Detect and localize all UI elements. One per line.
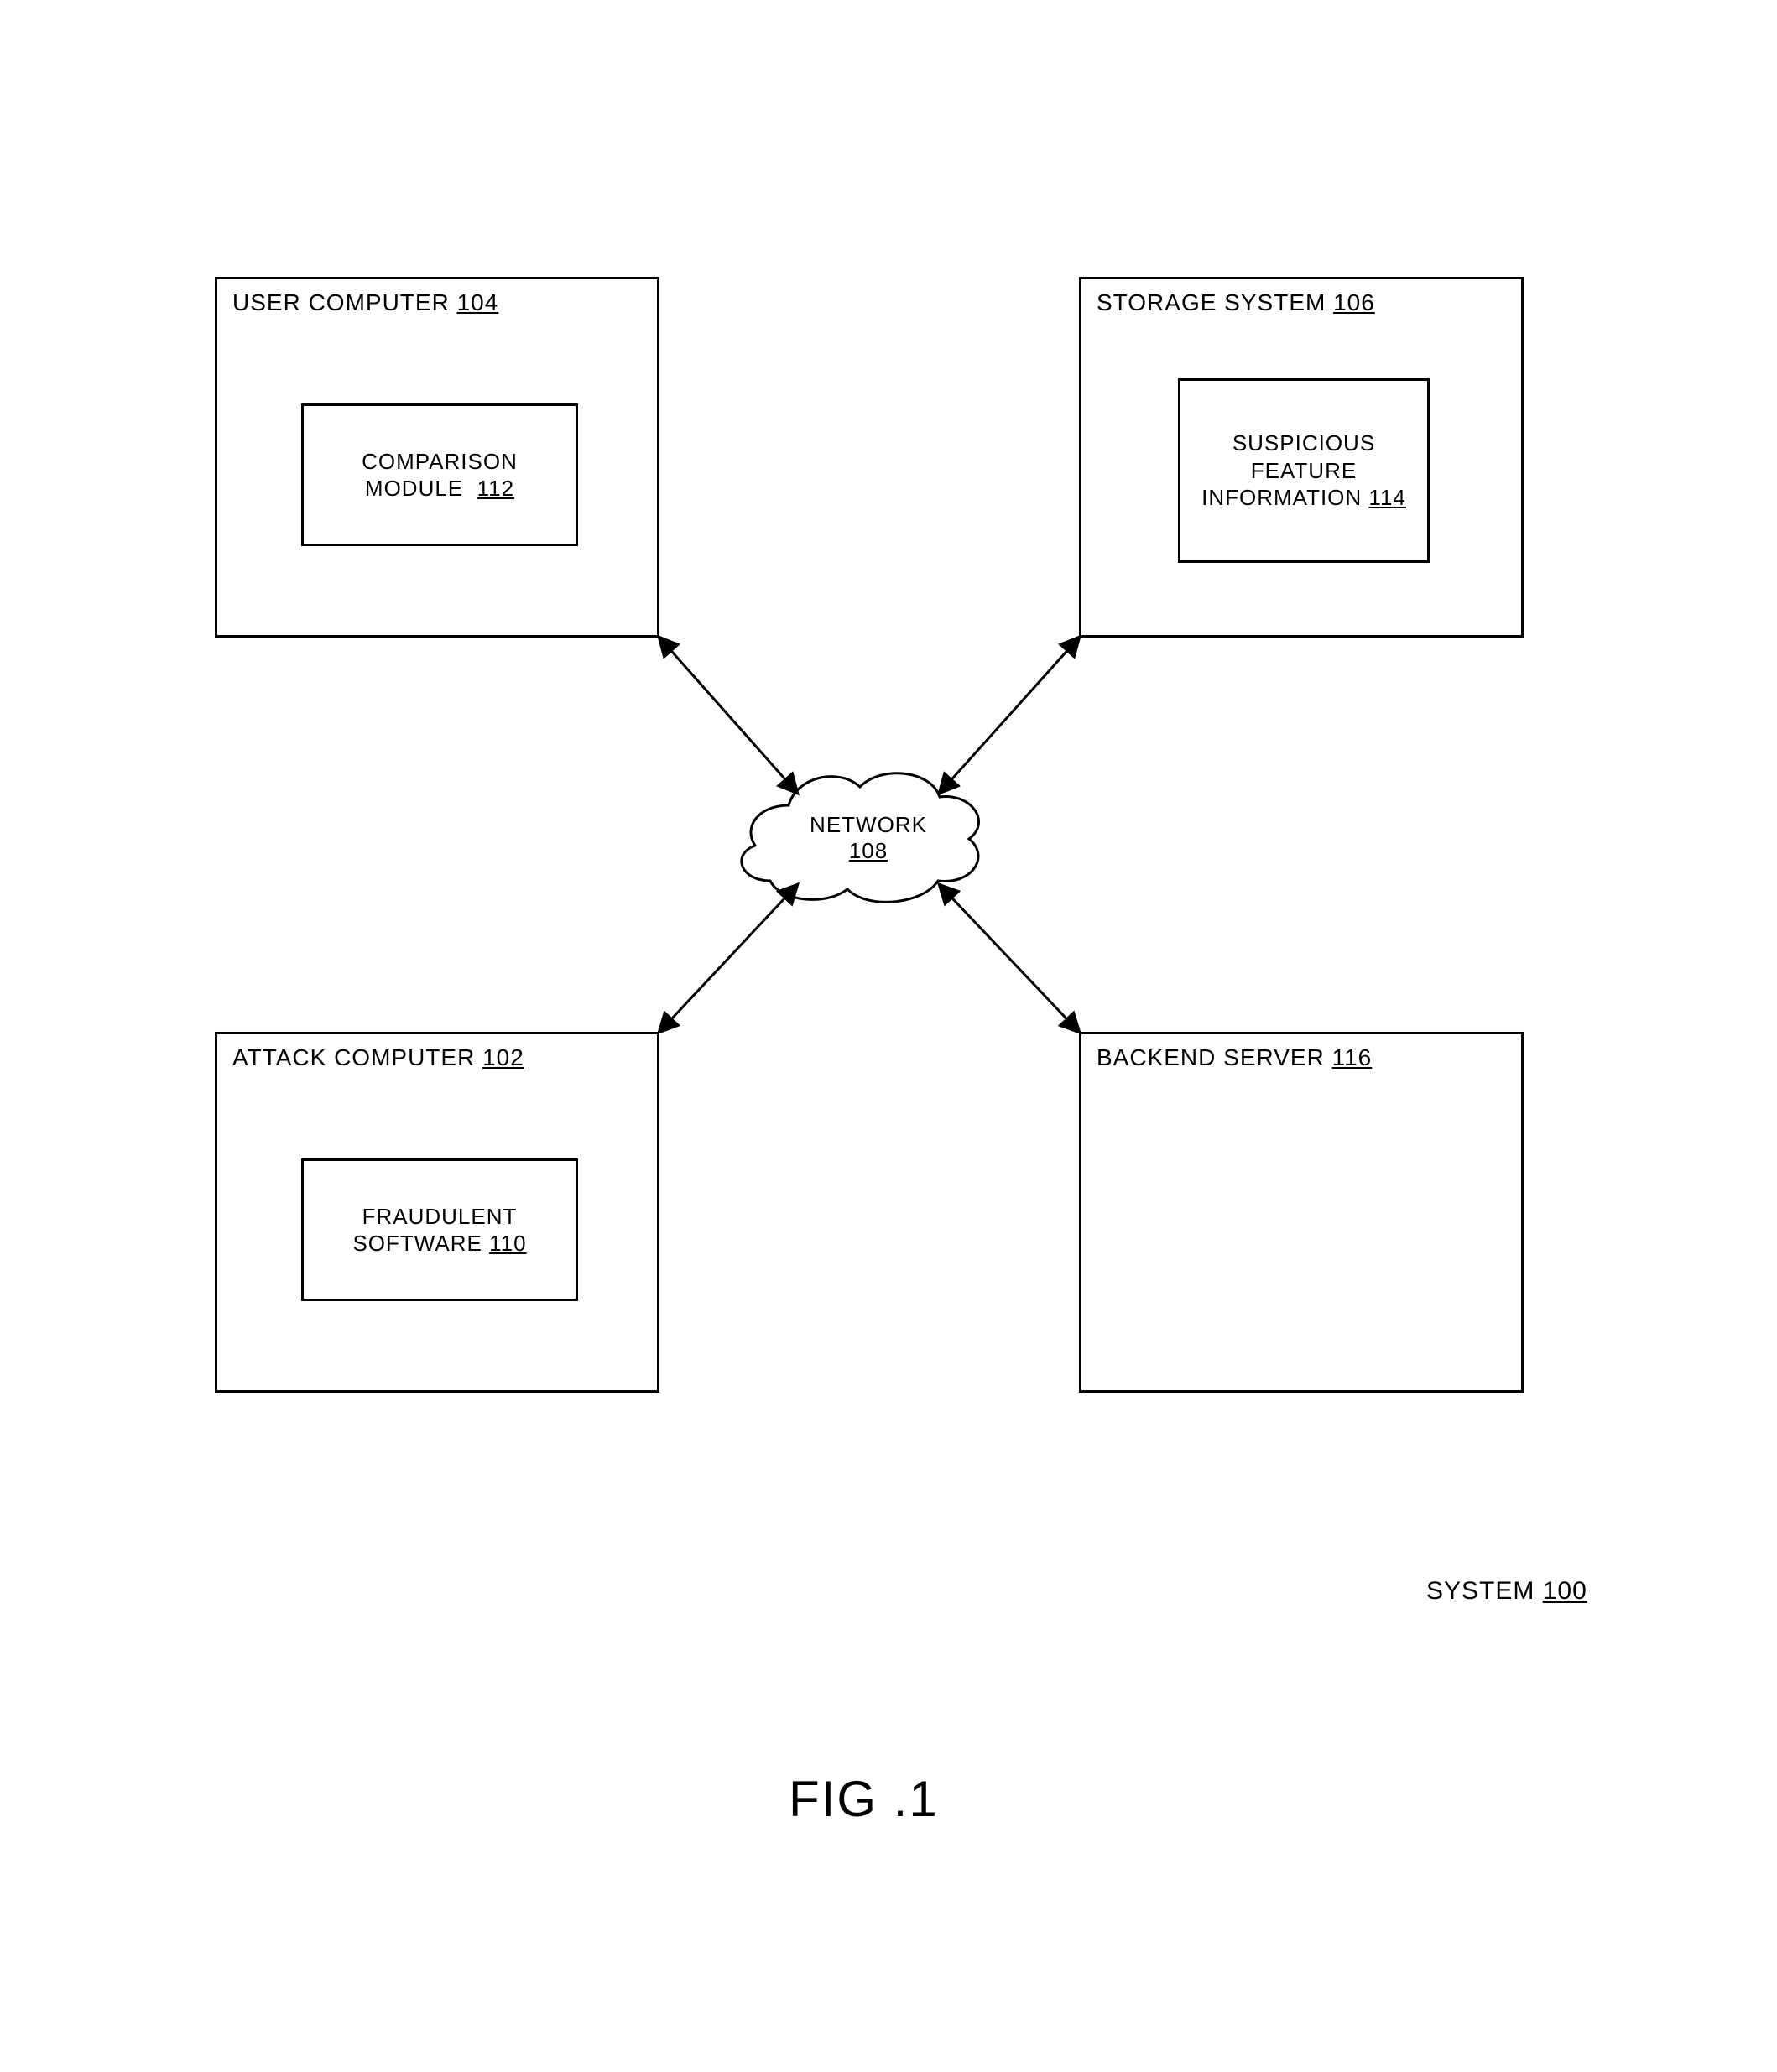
label: NETWORK — [810, 812, 927, 837]
arrow-storage-network — [940, 638, 1079, 793]
arrow-attack-network — [659, 885, 797, 1032]
network-label: NETWORK 108 — [805, 812, 931, 864]
diagram-page: USER COMPUTER 104 COMPARISON MODULE 112 … — [0, 0, 1777, 2072]
arrow-backend-network — [940, 885, 1079, 1032]
ref-num: 108 — [849, 838, 888, 863]
figure-label: FIG .1 — [789, 1770, 939, 1828]
arrow-user-network — [659, 638, 797, 793]
label: SYSTEM — [1426, 1577, 1535, 1605]
ref-num: 100 — [1543, 1577, 1587, 1605]
connections-overlay — [0, 0, 1777, 2072]
system-label: SYSTEM 100 — [1426, 1577, 1587, 1606]
